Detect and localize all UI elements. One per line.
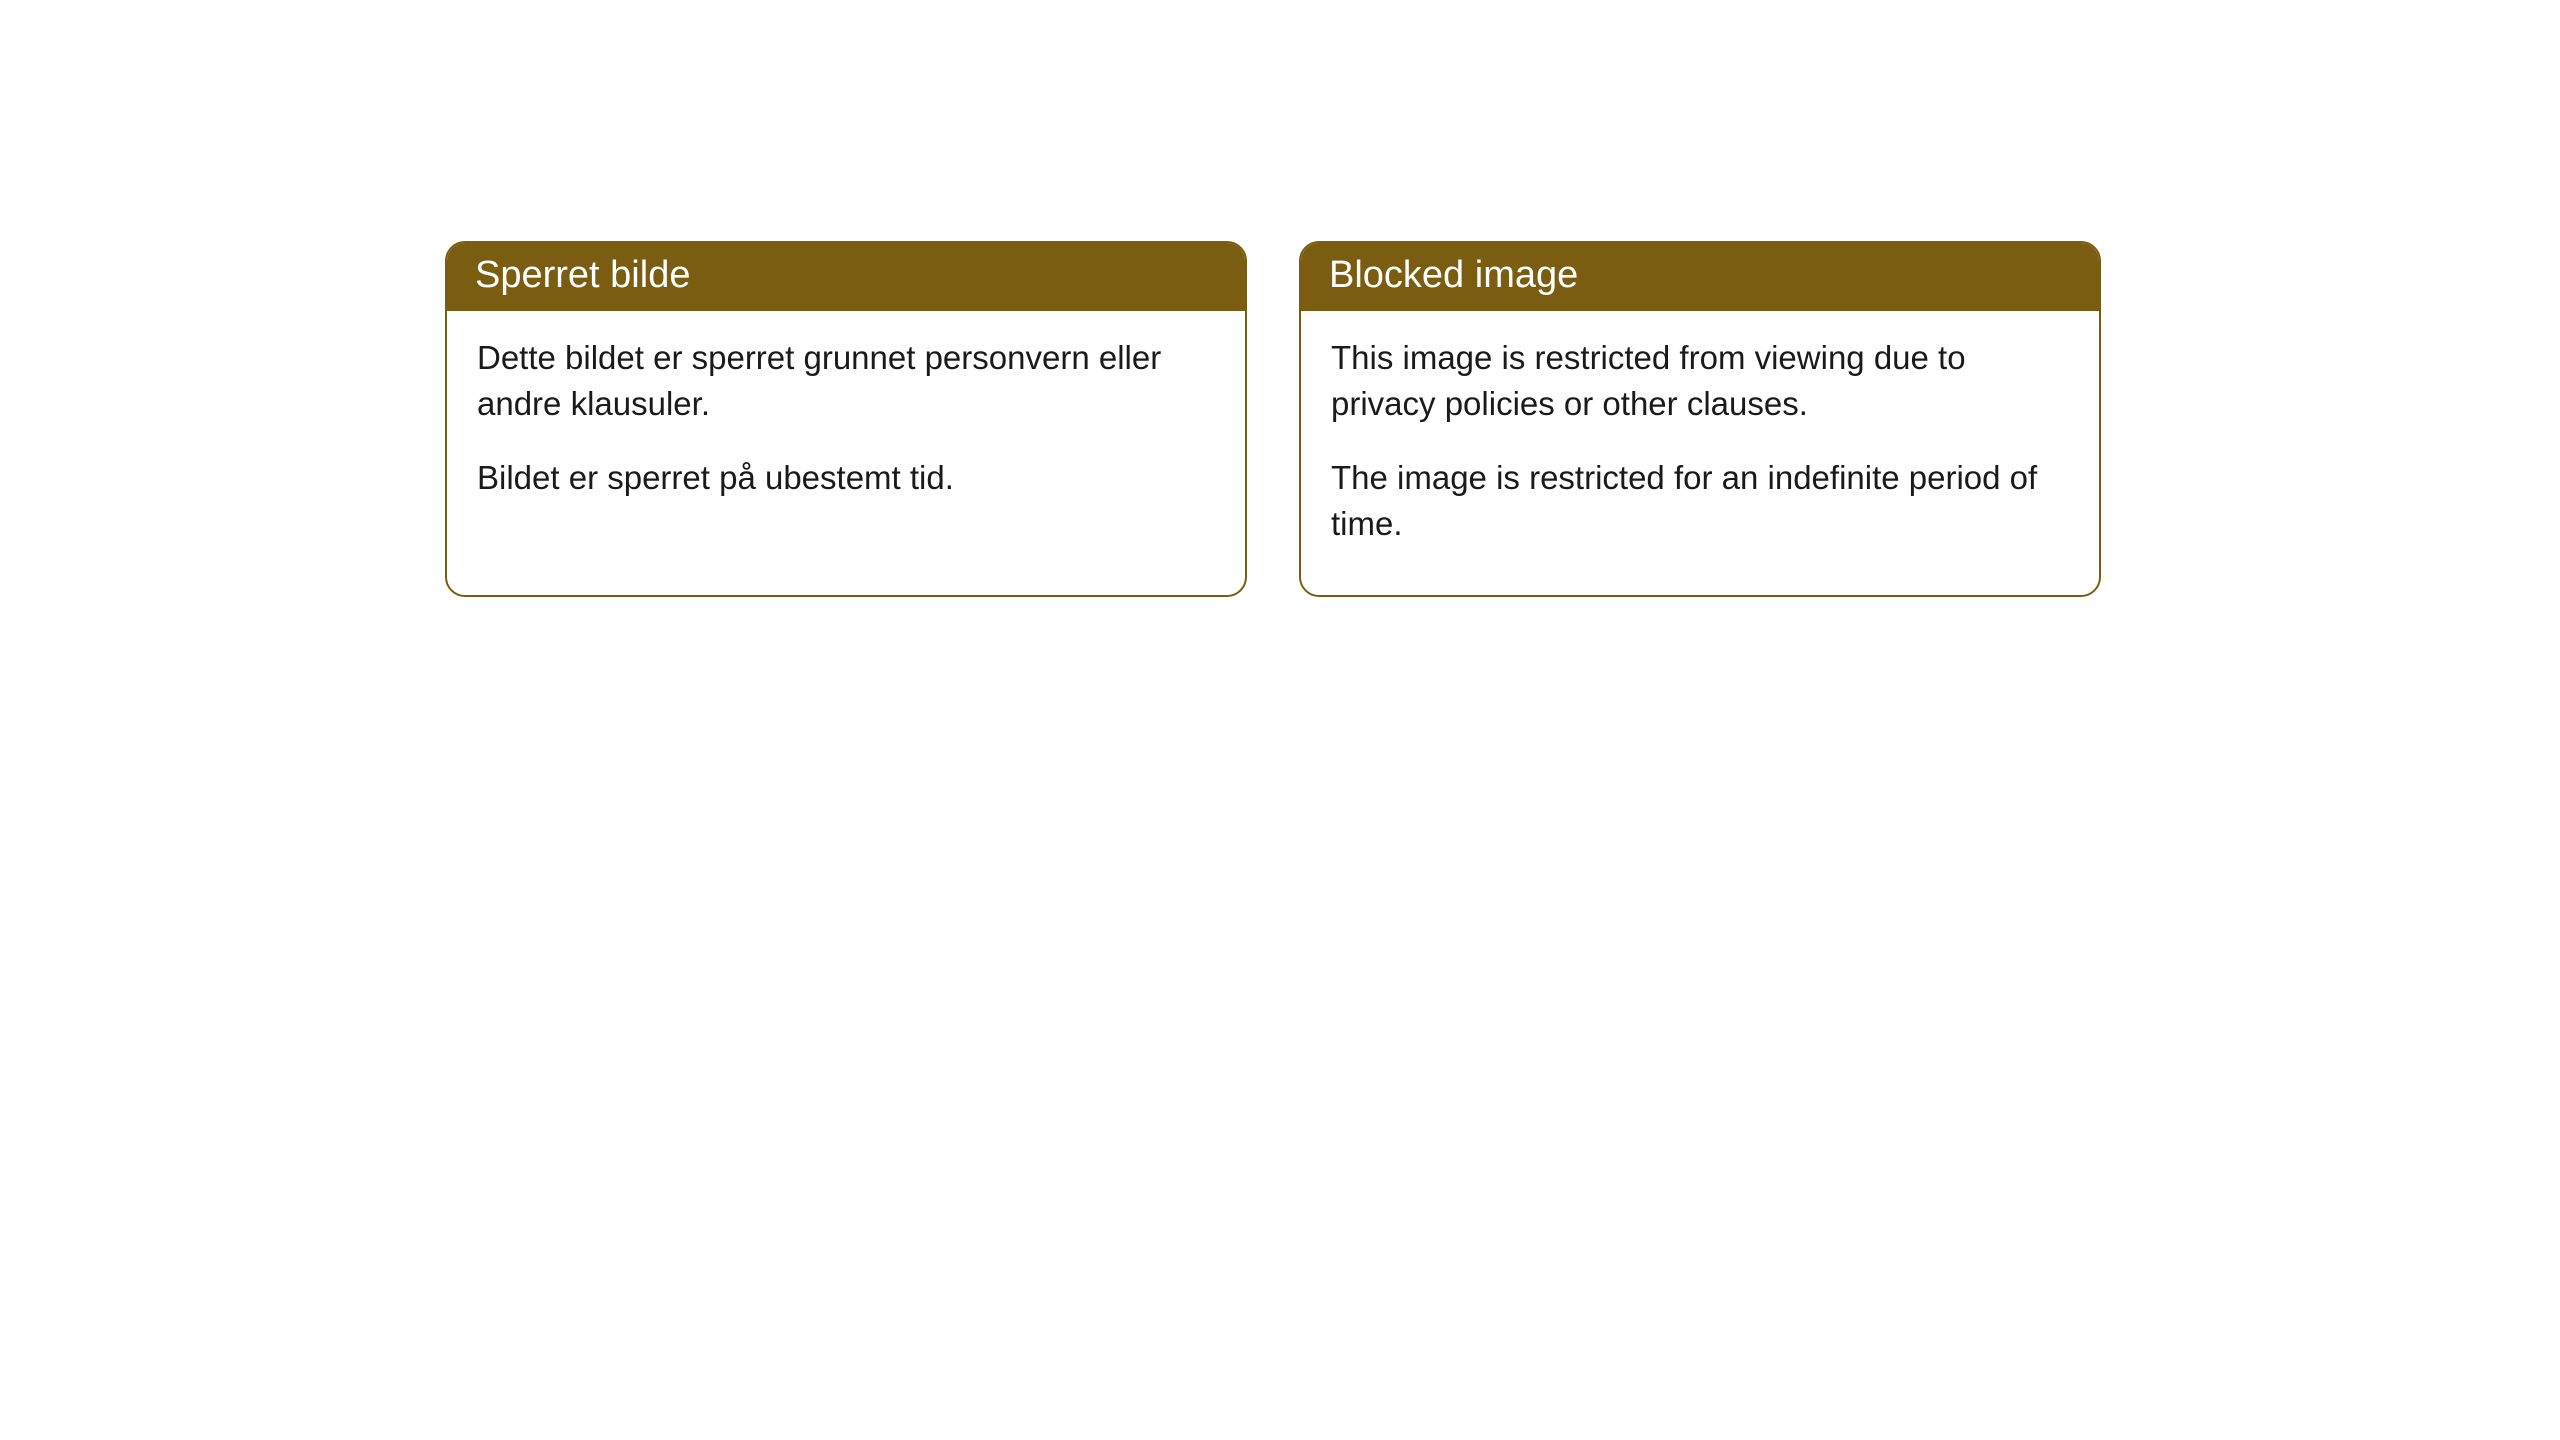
card-header-english: Blocked image [1301, 243, 2099, 311]
cards-container: Sperret bilde Dette bildet er sperret gr… [445, 241, 2101, 597]
card-paragraph-1-english: This image is restricted from viewing du… [1331, 335, 2069, 427]
card-header-norwegian: Sperret bilde [447, 243, 1245, 311]
card-body-norwegian: Dette bildet er sperret grunnet personve… [447, 311, 1245, 550]
card-paragraph-2-english: The image is restricted for an indefinit… [1331, 455, 2069, 547]
card-paragraph-2-norwegian: Bildet er sperret på ubestemt tid. [477, 455, 1215, 501]
blocked-image-card-english: Blocked image This image is restricted f… [1299, 241, 2101, 597]
card-paragraph-1-norwegian: Dette bildet er sperret grunnet personve… [477, 335, 1215, 427]
blocked-image-card-norwegian: Sperret bilde Dette bildet er sperret gr… [445, 241, 1247, 597]
card-body-english: This image is restricted from viewing du… [1301, 311, 2099, 596]
